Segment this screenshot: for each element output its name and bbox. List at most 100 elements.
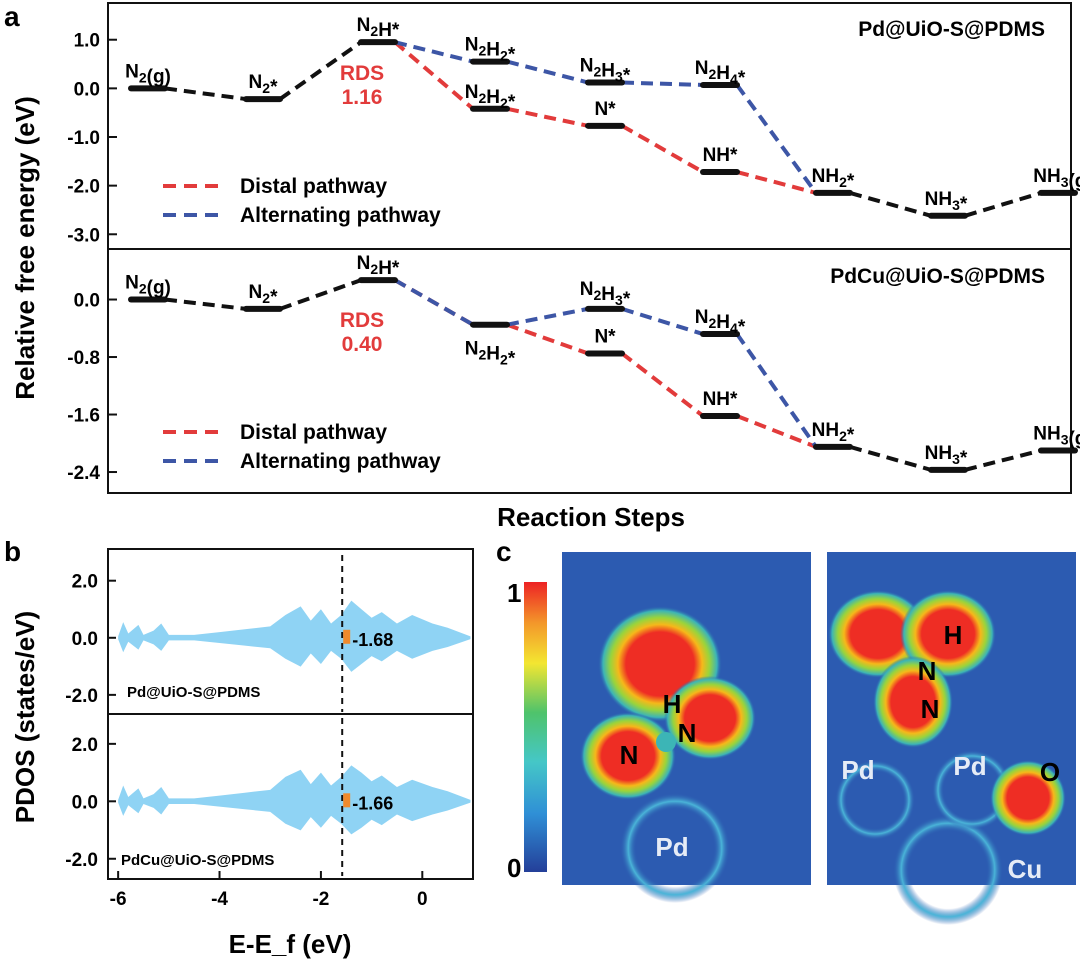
pathway-connector (735, 332, 818, 449)
o-density-blob (990, 760, 1066, 836)
pdos-area (118, 600, 471, 672)
band-center-marker (343, 629, 351, 644)
y-tick-label: 0.0 (74, 291, 100, 312)
level-label: N2(g) (125, 273, 171, 299)
y-tick-label: -2.0 (65, 850, 98, 871)
map-label-o: O (1040, 757, 1060, 787)
map-label-pd: Pd (655, 832, 688, 862)
level-label: N2H2* (465, 82, 516, 113)
pathway-connector (621, 80, 704, 87)
map-label-h: H (663, 689, 682, 719)
pdos-axes: -6 -4 -2 0 (110, 871, 428, 910)
pd-density-ring (835, 760, 915, 840)
y-tick-label: -0.8 (67, 348, 100, 369)
pathway-connector (506, 106, 589, 128)
level-label: N2H2* (465, 35, 516, 66)
pdos-top-label: Pd@UiO-S@PDMS (127, 684, 260, 701)
pathway-connector (736, 170, 817, 195)
bottom-rds-label: RDS (340, 309, 384, 332)
panel-label-b: b (4, 536, 21, 567)
bottom-legend: Distal pathway Alternating pathway (163, 421, 441, 473)
legend-alternating-label: Alternating pathway (240, 204, 441, 227)
elf-map-right: H N N Pd Pd O Cu (827, 552, 1076, 925)
map-label-h: H (944, 620, 963, 650)
level-label: N2(g) (125, 61, 171, 87)
y-tick-label: -3.0 (67, 225, 100, 246)
bottom-chart-title: PdCu@UiO-S@PDMS (830, 265, 1045, 288)
pathway-connector (621, 306, 704, 336)
y-tick-label: 0.0 (72, 629, 98, 650)
n-density-blob (580, 712, 676, 800)
level-label: N* (594, 99, 616, 120)
y-tick-label: 0.0 (74, 79, 100, 100)
level-label: NH2* (812, 420, 855, 446)
y-tick-label: -2.0 (67, 177, 100, 198)
x-tick-label: -4 (211, 889, 228, 910)
top-legend: Distal pathway Alternating pathway (163, 175, 441, 227)
h-density-blob (900, 590, 996, 678)
pathway-connector (736, 414, 817, 449)
pathway-connector (506, 59, 589, 85)
pathway-connector (621, 124, 704, 174)
legend-distal-label: Distal pathway (240, 175, 387, 198)
level-label: N2H2* (465, 339, 516, 370)
pdos-bottom-plot: -1.66 2.0 0.0 -2.0 (65, 718, 471, 876)
y-tick-label: 2.0 (72, 572, 98, 593)
level-label: NH3(g) (1033, 423, 1080, 449)
legend-distal-label: Distal pathway (240, 421, 387, 444)
pd-density-ring (620, 793, 730, 903)
map-label-cu: Cu (1008, 854, 1043, 884)
cu-density-ring (893, 815, 1003, 925)
pathway-connector (393, 40, 475, 111)
panel-label-c: c (496, 536, 512, 567)
level-label: NH3* (925, 443, 968, 469)
top-chart-title: Pd@UiO-S@PDMS (858, 18, 1045, 41)
level-label: N2H3* (580, 279, 631, 310)
top-rds-label: RDS (340, 62, 384, 85)
x-tick-label: -2 (312, 889, 329, 910)
pathway-connector (735, 83, 818, 195)
panel-label-a: a (4, 1, 20, 32)
pdos-y-axis-title: PDOS (states/eV) (10, 611, 40, 823)
map-label-pd: Pd (841, 755, 874, 785)
colorbar-max: 1 (507, 578, 521, 608)
y-tick-label: 1.0 (74, 31, 100, 52)
pathway-connector (164, 86, 247, 102)
level-label: N* (594, 326, 616, 347)
legend-alternating-label: Alternating pathway (240, 450, 441, 473)
map-label-n: N (678, 718, 697, 748)
bottom-energy-diagram: N2(g) N2* N2H* N2H2* N2H3* N* N2H4* NH* NH2* NH3*… (125, 253, 1080, 473)
bond-hole (656, 732, 676, 752)
pathway-connector (278, 40, 363, 101)
map-label-n: N (918, 656, 937, 686)
level-label: N2H* (357, 15, 400, 41)
map-label-n: N (620, 740, 639, 770)
h-density-blob (828, 590, 928, 678)
top-rds-value: 1.16 (342, 86, 383, 109)
bottom-y-axis: 0.0 -0.8 -1.6 -2.4 (67, 291, 117, 484)
n-density-blob (873, 656, 953, 748)
pathway-connector (849, 191, 932, 218)
band-center-value: -1.68 (352, 630, 393, 650)
pdos-x-axis-title: E-E_f (eV) (229, 929, 352, 959)
pathway-connector (849, 444, 932, 472)
level-label: N2H3* (580, 56, 631, 87)
n-density-blob (664, 676, 756, 760)
elf-colorbar (524, 582, 547, 872)
pdos-top-plot: -1.68 2.0 0.0 -2.0 (65, 555, 471, 712)
level-label: N2H4* (695, 58, 746, 89)
pathway-connector (394, 40, 474, 64)
level-label: NH3* (925, 189, 968, 215)
level-label: NH* (703, 389, 738, 410)
bottom-rds-value: 0.40 (342, 333, 383, 356)
pdos-area (118, 765, 471, 835)
y-tick-label: -1.6 (67, 406, 100, 427)
map-label-n: N (921, 694, 940, 724)
pdos-bottom-label: PdCu@UiO-S@PDMS (121, 852, 274, 869)
y-tick-label: 2.0 (72, 735, 98, 756)
pathway-connector (394, 278, 474, 327)
y-tick-label: 0.0 (72, 792, 98, 813)
pathway-connector (506, 322, 589, 356)
level-label: N2H* (357, 253, 400, 279)
energy-y-axis-title: Relative free energy (eV) (10, 96, 40, 399)
